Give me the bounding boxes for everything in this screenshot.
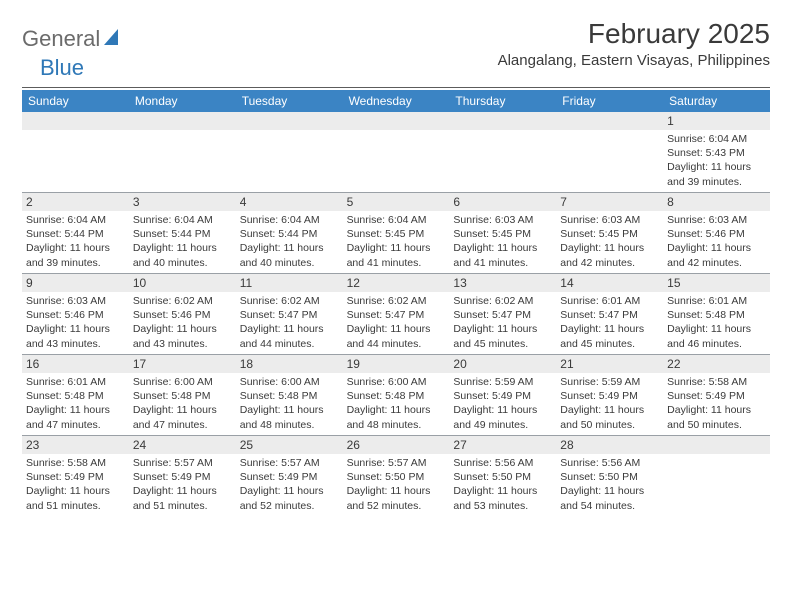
dow-wednesday: Wednesday (343, 90, 450, 112)
brand-part2: Blue (40, 55, 84, 81)
day-cell: Sunrise: 6:02 AMSunset: 5:47 PMDaylight:… (449, 292, 556, 354)
day-number: 10 (129, 274, 236, 292)
day-cell: Sunrise: 6:04 AMSunset: 5:45 PMDaylight:… (343, 211, 450, 273)
day-cell: Sunrise: 5:59 AMSunset: 5:49 PMDaylight:… (556, 373, 663, 435)
dow-friday: Friday (556, 90, 663, 112)
day-number (22, 112, 129, 130)
daynum-row: 1 (22, 112, 770, 130)
day-number: 22 (663, 355, 770, 373)
day-cell: Sunrise: 6:01 AMSunset: 5:48 PMDaylight:… (22, 373, 129, 435)
dow-monday: Monday (129, 90, 236, 112)
dow-saturday: Saturday (663, 90, 770, 112)
day-cell: Sunrise: 6:02 AMSunset: 5:46 PMDaylight:… (129, 292, 236, 354)
day-cell: Sunrise: 5:57 AMSunset: 5:49 PMDaylight:… (236, 454, 343, 516)
day-cell: Sunrise: 5:56 AMSunset: 5:50 PMDaylight:… (449, 454, 556, 516)
week-row: Sunrise: 6:03 AMSunset: 5:46 PMDaylight:… (22, 292, 770, 354)
day-cell: Sunrise: 5:56 AMSunset: 5:50 PMDaylight:… (556, 454, 663, 516)
brand-part1: General (22, 26, 100, 52)
day-cell (236, 130, 343, 192)
day-number: 3 (129, 193, 236, 211)
day-number: 17 (129, 355, 236, 373)
day-cell: Sunrise: 6:02 AMSunset: 5:47 PMDaylight:… (343, 292, 450, 354)
day-cell: Sunrise: 6:00 AMSunset: 5:48 PMDaylight:… (343, 373, 450, 435)
week-row: Sunrise: 6:04 AMSunset: 5:43 PMDaylight:… (22, 130, 770, 192)
dow-sunday: Sunday (22, 90, 129, 112)
day-number: 5 (343, 193, 450, 211)
day-number: 12 (343, 274, 450, 292)
day-number: 14 (556, 274, 663, 292)
day-cell: Sunrise: 6:03 AMSunset: 5:46 PMDaylight:… (663, 211, 770, 273)
day-number (663, 436, 770, 454)
week-row: Sunrise: 6:04 AMSunset: 5:44 PMDaylight:… (22, 211, 770, 273)
day-number: 21 (556, 355, 663, 373)
day-number: 16 (22, 355, 129, 373)
day-cell: Sunrise: 6:04 AMSunset: 5:44 PMDaylight:… (22, 211, 129, 273)
day-cell: Sunrise: 5:58 AMSunset: 5:49 PMDaylight:… (22, 454, 129, 516)
day-number (449, 112, 556, 130)
day-cell: Sunrise: 6:03 AMSunset: 5:45 PMDaylight:… (449, 211, 556, 273)
day-cell: Sunrise: 6:00 AMSunset: 5:48 PMDaylight:… (236, 373, 343, 435)
day-cell (22, 130, 129, 192)
location-text: Alangalang, Eastern Visayas, Philippines (498, 52, 770, 69)
day-cell (449, 130, 556, 192)
day-cell: Sunrise: 6:04 AMSunset: 5:43 PMDaylight:… (663, 130, 770, 192)
calendar-body: 1Sunrise: 6:04 AMSunset: 5:43 PMDaylight… (22, 112, 770, 516)
day-number: 8 (663, 193, 770, 211)
day-number: 9 (22, 274, 129, 292)
title-block: February 2025 Alangalang, Eastern Visaya… (498, 18, 770, 69)
day-cell (129, 130, 236, 192)
day-number: 15 (663, 274, 770, 292)
day-cell: Sunrise: 6:04 AMSunset: 5:44 PMDaylight:… (236, 211, 343, 273)
day-cell: Sunrise: 6:03 AMSunset: 5:46 PMDaylight:… (22, 292, 129, 354)
day-number (236, 112, 343, 130)
day-cell: Sunrise: 6:01 AMSunset: 5:48 PMDaylight:… (663, 292, 770, 354)
day-cell (556, 130, 663, 192)
day-number: 24 (129, 436, 236, 454)
day-cell: Sunrise: 5:59 AMSunset: 5:49 PMDaylight:… (449, 373, 556, 435)
day-number (556, 112, 663, 130)
day-cell: Sunrise: 5:58 AMSunset: 5:49 PMDaylight:… (663, 373, 770, 435)
day-number: 1 (663, 112, 770, 130)
daynum-row: 2345678 (22, 192, 770, 211)
daynum-row: 232425262728 (22, 435, 770, 454)
day-number (129, 112, 236, 130)
day-number: 27 (449, 436, 556, 454)
day-cell (343, 130, 450, 192)
day-cell: Sunrise: 5:57 AMSunset: 5:49 PMDaylight:… (129, 454, 236, 516)
day-number: 18 (236, 355, 343, 373)
day-number: 20 (449, 355, 556, 373)
day-cell (663, 454, 770, 516)
day-number: 13 (449, 274, 556, 292)
header-rule (22, 87, 770, 88)
daynum-row: 9101112131415 (22, 273, 770, 292)
day-number: 7 (556, 193, 663, 211)
daynum-row: 16171819202122 (22, 354, 770, 373)
day-cell: Sunrise: 6:00 AMSunset: 5:48 PMDaylight:… (129, 373, 236, 435)
day-number: 28 (556, 436, 663, 454)
day-cell: Sunrise: 6:03 AMSunset: 5:45 PMDaylight:… (556, 211, 663, 273)
day-number: 4 (236, 193, 343, 211)
day-number: 2 (22, 193, 129, 211)
day-number: 26 (343, 436, 450, 454)
day-cell: Sunrise: 6:01 AMSunset: 5:47 PMDaylight:… (556, 292, 663, 354)
day-number (343, 112, 450, 130)
week-row: Sunrise: 5:58 AMSunset: 5:49 PMDaylight:… (22, 454, 770, 516)
sail-icon (104, 29, 118, 45)
day-cell: Sunrise: 6:02 AMSunset: 5:47 PMDaylight:… (236, 292, 343, 354)
week-row: Sunrise: 6:01 AMSunset: 5:48 PMDaylight:… (22, 373, 770, 435)
brand-logo: General (22, 18, 118, 52)
day-of-week-header: Sunday Monday Tuesday Wednesday Thursday… (22, 90, 770, 112)
day-number: 25 (236, 436, 343, 454)
dow-thursday: Thursday (449, 90, 556, 112)
day-cell: Sunrise: 5:57 AMSunset: 5:50 PMDaylight:… (343, 454, 450, 516)
dow-tuesday: Tuesday (236, 90, 343, 112)
day-number: 11 (236, 274, 343, 292)
month-title: February 2025 (498, 18, 770, 50)
day-cell: Sunrise: 6:04 AMSunset: 5:44 PMDaylight:… (129, 211, 236, 273)
day-number: 6 (449, 193, 556, 211)
day-number: 23 (22, 436, 129, 454)
day-number: 19 (343, 355, 450, 373)
